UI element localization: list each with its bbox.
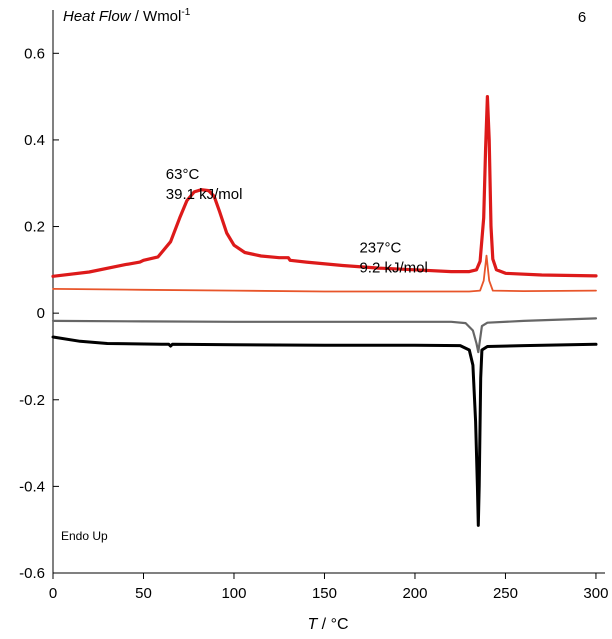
x-axis-label-italic: T — [307, 616, 318, 633]
y-tick-label: -0.2 — [19, 392, 45, 409]
x-tick-label: 250 — [493, 585, 518, 602]
peak-annotation-1: 63°C 39.1 kJ/mol — [166, 166, 243, 203]
series-line-1 — [51, 95, 598, 278]
chart-axes: -0.6 -0.4 -0.2 0 0.2 0.4 0.6 0 50 100 150 200 250 300 — [19, 10, 608, 602]
x-tick-label: 100 — [221, 585, 246, 602]
endo-up-note: Endo Up — [61, 529, 108, 543]
x-tick-label: 200 — [402, 585, 427, 602]
chart-labels: 6 Heat Flow / Wmol-1 T / °C Endo Up — [61, 7, 586, 633]
series-line-4 — [51, 335, 598, 527]
y-axis-label-sup: -1 — [181, 7, 190, 18]
x-tick-label: 50 — [135, 585, 152, 602]
y-axis-label-rest: / Wmol — [131, 8, 182, 25]
y-tick-label: 0.2 — [24, 219, 45, 236]
series-line-2 — [52, 254, 597, 293]
x-tick-label: 0 — [49, 585, 57, 602]
y-tick-label: 0.6 — [24, 45, 45, 62]
series-line-3 — [51, 317, 598, 354]
panel-label: 6 — [578, 9, 586, 26]
peak-annotations: 63°C 39.1 kJ/mol 237°C 9.2 kJ/mol — [166, 166, 428, 277]
y-tick-label: -0.4 — [19, 478, 45, 495]
y-axis-label-italic: Heat Flow — [63, 8, 132, 25]
y-tick-label: -0.6 — [19, 565, 45, 582]
y-tick-label: 0 — [37, 305, 45, 322]
x-tick-label: 300 — [583, 585, 608, 602]
y-axis-label: Heat Flow / Wmol-1 — [63, 7, 191, 25]
x-axis-label: T / °C — [307, 616, 348, 633]
x-tick-label: 150 — [312, 585, 337, 602]
y-tick-label: 0.4 — [24, 132, 45, 149]
series-layer — [51, 95, 598, 527]
x-axis-label-rest: / °C — [317, 616, 348, 633]
peak-annotation-2: 237°C 9.2 kJ/mol — [359, 240, 427, 277]
